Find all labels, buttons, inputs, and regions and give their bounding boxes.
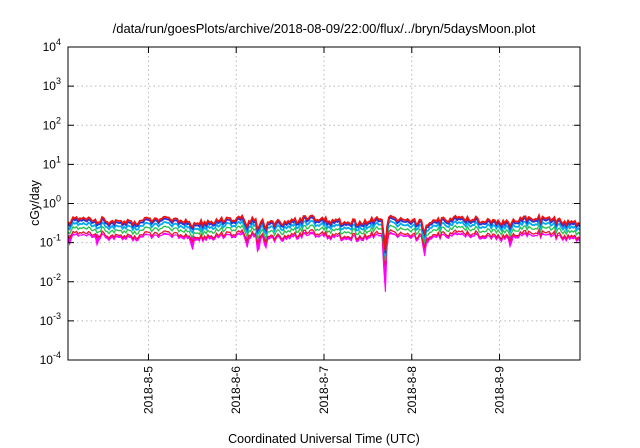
chart-title: /data/run/goesPlots/archive/2018-08-09/2…	[113, 21, 536, 36]
x-axis-label: Coordinated Universal Time (UTC)	[228, 432, 420, 446]
series-line	[67, 214, 581, 254]
y-tick-label: 102	[43, 115, 61, 132]
series-line	[67, 223, 581, 261]
y-tick-label: 10-3	[40, 311, 61, 328]
series-line	[67, 227, 581, 266]
grid-layer	[68, 47, 580, 360]
x-tick-label: 2018-8-8	[405, 366, 419, 414]
x-tick-label: 2018-8-5	[141, 366, 155, 414]
y-tick-label: 103	[43, 76, 61, 93]
series-line	[67, 217, 581, 257]
y-tick-label: 101	[43, 154, 61, 171]
x-tick-label: 2018-8-7	[317, 366, 331, 414]
x-tick-label: 2018-8-9	[493, 366, 507, 414]
series-layer	[67, 212, 581, 293]
y-tick-label: 104	[43, 37, 61, 54]
y-tick-label: 10-2	[40, 272, 61, 289]
x-tick-label: 2018-8-6	[229, 366, 243, 414]
y-tick-label: 100	[43, 194, 61, 211]
y-tick-label: 10-1	[40, 233, 61, 250]
y-axis-label: cGy/day	[28, 179, 42, 226]
series-line	[67, 212, 581, 252]
y-tick-label: 10-4	[40, 350, 61, 367]
